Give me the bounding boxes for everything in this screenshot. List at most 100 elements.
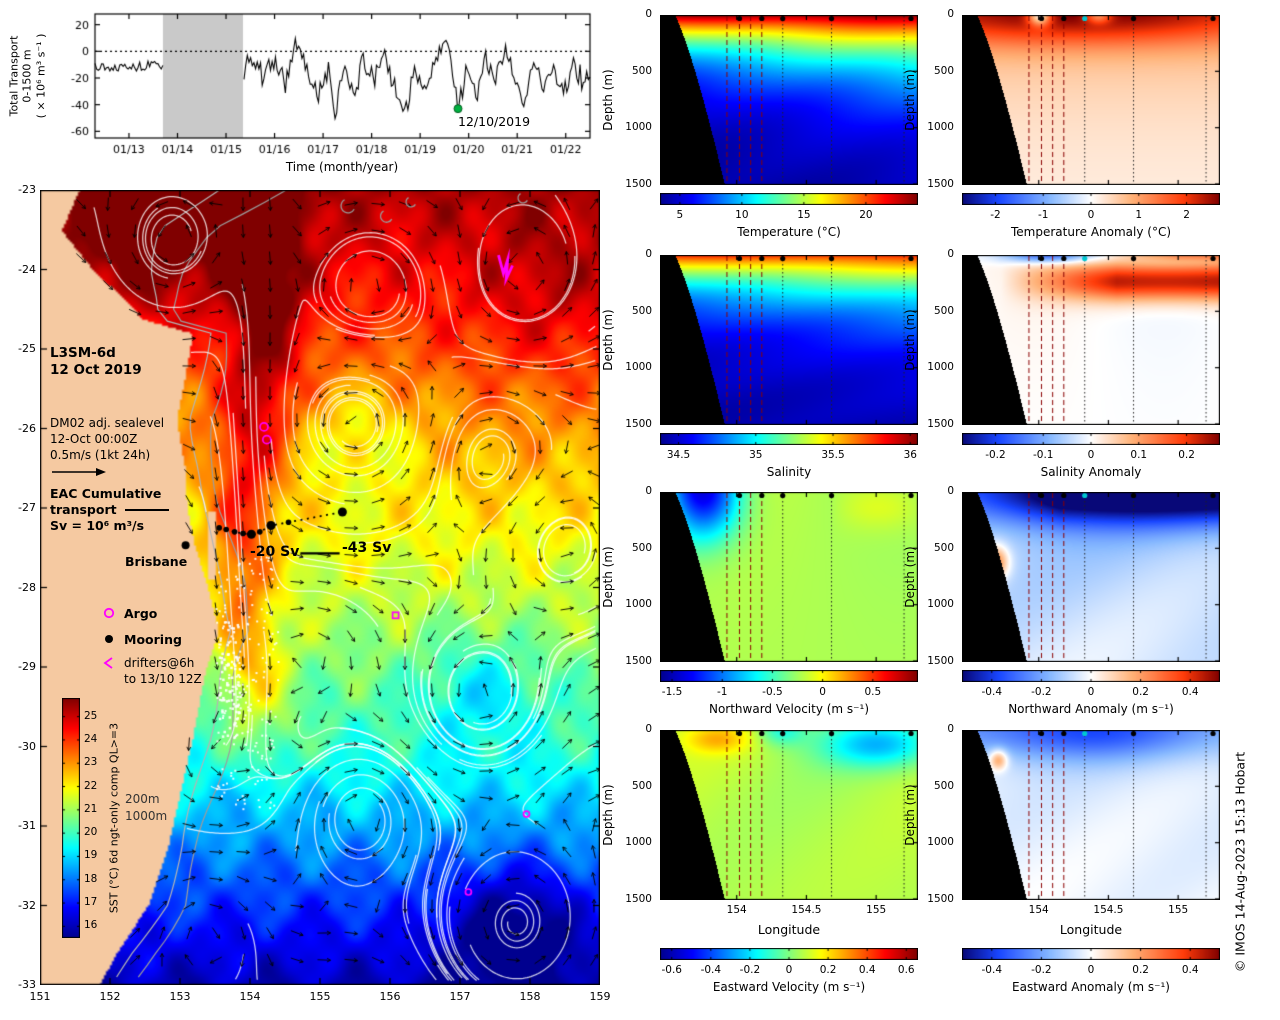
depth-ticks: 0 500 1000 1500	[922, 485, 956, 667]
sst-colorbar	[62, 698, 80, 938]
colorbar-tick-label: -1	[716, 686, 728, 698]
map-longitude-tick-label: 159	[589, 990, 611, 1003]
map-latitude-tick-label: -30	[18, 739, 36, 753]
depth-tick-label: 1000	[625, 121, 652, 134]
colorbar-ticks: 5 10 15 20	[660, 209, 918, 223]
sst-colorbar-tick-label: 22	[84, 779, 98, 792]
depth-tick-label: 500	[631, 541, 652, 554]
ts-y-axis-label-line2: 0-1500 m	[20, 49, 34, 103]
map-longitude-tick-label: 154	[239, 990, 261, 1003]
longitude-axis-label: Longitude	[757, 922, 821, 937]
transport-scale-line	[124, 509, 169, 511]
colorbar-ticks: -0.4 -0.2 0 0.2 0.4	[962, 686, 1220, 700]
depth-tick-label: 0	[947, 8, 954, 20]
colorbar-tick-label: 0.2	[819, 964, 837, 976]
colorbar-tick-label: 0.2	[1132, 686, 1149, 698]
colorbar-tick-label: -0.4	[981, 964, 1003, 976]
depth-ticks: 0 500 1000 1500	[922, 8, 956, 190]
colorbar-tick-label: 5	[676, 209, 684, 221]
section-heatmap	[962, 730, 1220, 900]
colorbar-ticks: -2 -1 0 1 2	[962, 209, 1220, 223]
colorbar-tick-label: -0.2	[1031, 686, 1052, 698]
colorbar-tick-label: 0	[785, 964, 793, 976]
colorbar-label: Eastward Velocity (m s⁻¹)	[712, 980, 866, 994]
map-latitude-tick-label: -33	[18, 978, 36, 991]
eac-transport-word: transport	[50, 502, 117, 517]
map-longitude-tick-label: 151	[29, 990, 51, 1003]
depth-tick-label: 1000	[927, 836, 954, 849]
depth-tick-label: 500	[631, 64, 652, 77]
section-heatmap	[962, 255, 1220, 425]
depth-tick-label: 1500	[625, 178, 652, 190]
map-latitude-tick-label: -29	[18, 660, 36, 673]
eac-transport-line3: Sv = 10⁶ m³/s	[50, 518, 145, 533]
map-title-line2: 12 Oct 2019	[50, 362, 142, 378]
longitude-tick-label: 154	[1028, 904, 1049, 916]
colorbar-ticks: -1.5 -1 -0.5 0 0.5	[660, 686, 918, 700]
depth-tick-label: 1500	[927, 418, 954, 430]
depth-tick-label: 500	[631, 304, 652, 317]
longitude-ticks: 154 154.5 155	[962, 904, 1220, 918]
legend-mooring-label: Mooring	[124, 632, 182, 647]
depth-section-northward-velocity: Depth (m) 0 500 1000 1500 -1.5 -1 -0.5 0 0.5 No…	[601, 485, 918, 772]
depth-tick-label: 0	[645, 485, 652, 497]
depth-axis-label: Depth (m)	[903, 69, 917, 131]
depth-tick-label: 1500	[625, 893, 652, 905]
depth-tick-label: 0	[947, 248, 954, 260]
map-title-line1: L3SM-6d	[50, 345, 116, 361]
section-heatmap	[962, 15, 1220, 185]
section-heatmap	[660, 255, 918, 425]
sst-colorbar-label: SST (°C) 6d ngt-only comp QL>=3	[107, 722, 121, 914]
colorbar-tick-label: -0.2	[1031, 964, 1052, 976]
section-heatmap	[660, 730, 918, 900]
depth-axis-label: Depth (m)	[601, 69, 615, 131]
map-longitude-tick-label: 153	[169, 990, 191, 1003]
sst-colorbar-tick-label: 18	[84, 872, 98, 885]
isobath-label-1000m: 1000m	[125, 809, 168, 823]
colorbar-tick-label: 0.6	[897, 964, 915, 976]
section-colorbar	[962, 670, 1220, 682]
map-longitude-tick-label: 152	[99, 990, 121, 1003]
depth-ticks: 0 500 1000 1500	[922, 248, 956, 430]
colorbar-label: Temperature (°C)	[737, 225, 841, 239]
map-field-info-line2: 12-Oct 00:00Z	[50, 432, 138, 446]
depth-tick-label: 500	[933, 541, 954, 554]
colorbar-label: Salinity	[766, 465, 812, 479]
longitude-tick-label: 155	[866, 904, 887, 916]
transport-timeseries-panel: Total Transport 0-1500 m ( × 10⁶ m³ s⁻¹ …	[8, 6, 595, 178]
longitude-tick-label: 154.5	[1093, 904, 1124, 916]
depth-tick-label: 1000	[927, 121, 954, 134]
legend-drifters-line2: to 13/10 12Z	[124, 672, 202, 686]
colorbar-label: Northward Anomaly (m s⁻¹)	[1008, 702, 1174, 716]
transport-label-outer: -43 Sv	[342, 540, 392, 556]
depth-axis-label: Depth (m)	[601, 546, 615, 608]
depth-ticks: 0 500 1000 1500	[922, 723, 956, 905]
depth-tick-label: 1000	[625, 361, 652, 374]
colorbar-ticks: -0.6 -0.4 -0.2 0 0.2 0.4 0.6	[660, 964, 918, 978]
colorbar-tick-label: 0	[819, 686, 826, 698]
colorbar-tick-label: -0.5	[762, 686, 783, 698]
map-latitude-tick-label: -24	[18, 262, 36, 276]
depth-ticks: 0 500 1000 1500	[620, 8, 654, 190]
map-latitude-tick-label: -28	[18, 580, 36, 594]
depth-tick-label: 0	[947, 723, 954, 735]
section-colorbar	[962, 433, 1220, 445]
argo-marker-icon	[103, 607, 115, 619]
sst-map	[40, 190, 600, 985]
legend-drifters-line1: drifters@6h	[124, 656, 195, 670]
drifter-marker-icon	[103, 657, 113, 669]
map-latitude-tick-label: -27	[18, 501, 36, 514]
depth-tick-label: 0	[645, 248, 652, 260]
depth-section-salinity-anomaly: Depth (m) 0 500 1000 1500 -0.2 -0.1 0 0.1 0.2 S…	[903, 248, 1220, 535]
map-field-info-line3: 0.5m/s (1kt 24h)	[50, 448, 151, 462]
colorbar-tick-label: 20	[859, 209, 873, 221]
depth-tick-label: 0	[947, 485, 954, 497]
map-latitude-tick-label: -32	[18, 898, 36, 912]
eac-transport-line2: transport	[50, 502, 169, 518]
copyright-stamp: © IMOS 14-Aug-2023 15:13 Hobart	[1232, 751, 1248, 973]
depth-tick-label: 1500	[625, 655, 652, 667]
section-colorbar	[962, 948, 1220, 960]
transport-timeseries-plot	[10, 6, 595, 178]
sst-colorbar-tick-label: 24	[84, 732, 98, 745]
